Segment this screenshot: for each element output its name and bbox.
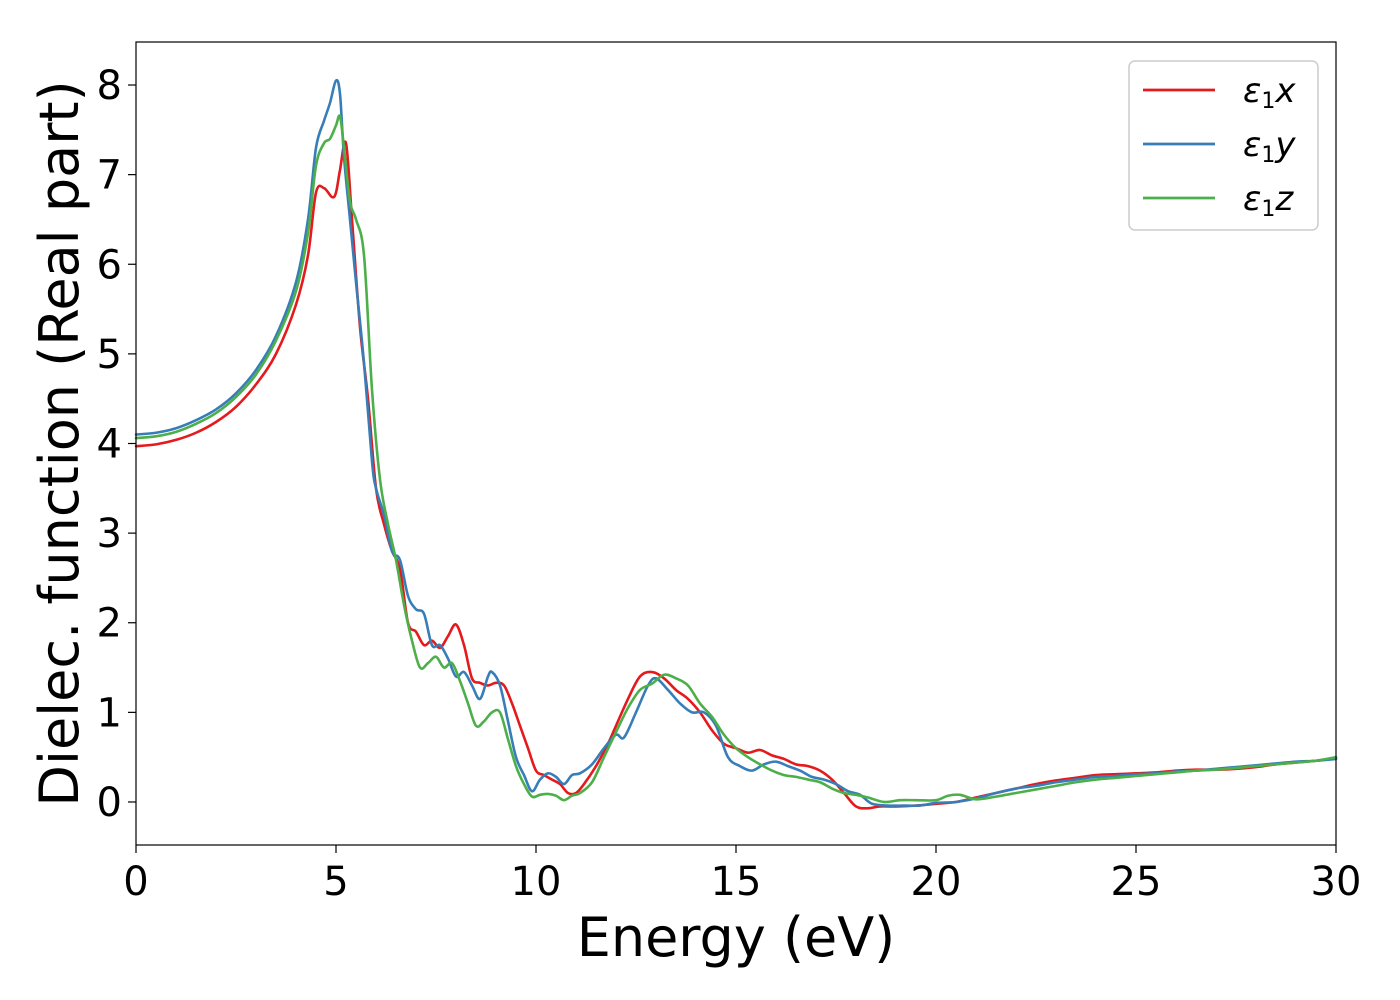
x-tick-label: 20	[911, 859, 962, 905]
y-tick-label: 6	[97, 242, 122, 288]
legend-variable: y	[1274, 125, 1296, 165]
y-tick-label: 8	[97, 63, 122, 109]
y-tick-label: 2	[97, 601, 122, 647]
legend-entry-y: ε1y	[1243, 125, 1296, 168]
legend-variable: z	[1274, 179, 1294, 219]
y-axis-label: Dielec. function (Real part)	[28, 80, 91, 806]
x-axis-label: Energy (eV)	[577, 906, 896, 969]
y-tick-label: 7	[97, 153, 122, 199]
y-axis: 0 1 2 3 4 5 6 7 8	[97, 63, 136, 826]
legend-symbol: ε	[1243, 71, 1261, 111]
legend-subscript: 1	[1261, 89, 1275, 114]
x-tick-label: 15	[711, 859, 762, 905]
legend-symbol: ε	[1243, 125, 1261, 165]
y-tick-label: 0	[97, 780, 122, 826]
legend-entry-x: ε1x	[1243, 71, 1296, 114]
x-tick-label: 10	[511, 859, 562, 905]
legend-box	[1128, 60, 1319, 231]
y-tick-label: 5	[97, 332, 122, 378]
legend-symbol: ε	[1243, 179, 1261, 219]
y-tick-label: 1	[97, 690, 122, 736]
x-tick-label: 30	[1311, 859, 1362, 905]
plot-area	[134, 78, 1338, 810]
legend-subscript: 1	[1261, 197, 1275, 222]
x-axis: 0 5 10 15 20 25 30	[123, 845, 1361, 905]
x-tick-label: 0	[123, 859, 148, 905]
series-line-z	[134, 114, 1338, 804]
x-tick-label: 5	[323, 859, 348, 905]
series-line-y	[134, 78, 1338, 808]
legend-entry-z: ε1z	[1243, 179, 1294, 222]
y-tick-label: 3	[97, 511, 122, 557]
y-tick-label: 4	[97, 422, 122, 468]
legend-subscript: 1	[1261, 143, 1275, 168]
x-tick-label: 25	[1111, 859, 1162, 905]
legend-variable: x	[1274, 71, 1296, 111]
